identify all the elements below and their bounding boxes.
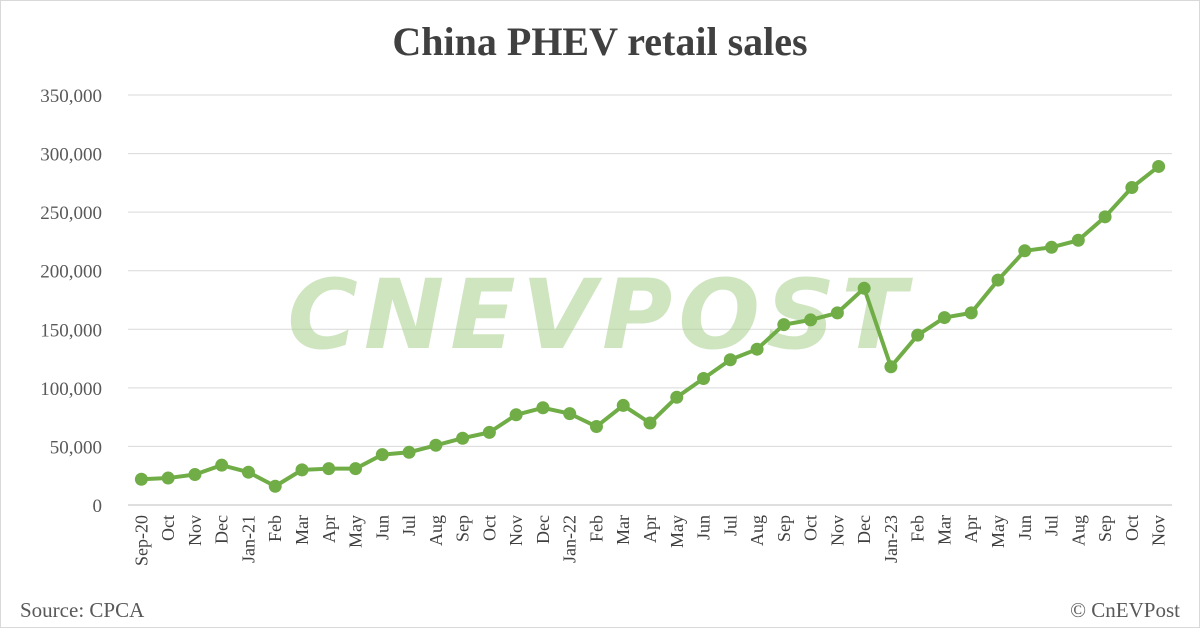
x-tick-label: Sep bbox=[453, 515, 473, 542]
data-point bbox=[616, 398, 630, 412]
x-tick-label: Aug bbox=[1068, 515, 1088, 546]
data-point bbox=[375, 448, 389, 462]
x-tick-label: Sep-20 bbox=[131, 515, 151, 566]
x-tick-label: Sep bbox=[774, 515, 794, 542]
y-tick-label: 200,000 bbox=[40, 262, 102, 283]
y-tick-label: 250,000 bbox=[40, 203, 102, 224]
data-point bbox=[161, 471, 175, 485]
y-tick-label: 50,000 bbox=[50, 437, 102, 458]
data-point bbox=[1045, 240, 1059, 254]
data-point bbox=[241, 465, 255, 479]
x-tick-label: May bbox=[988, 515, 1008, 548]
x-tick-label: Dec bbox=[533, 515, 553, 544]
data-point bbox=[509, 408, 523, 422]
data-point bbox=[1071, 233, 1085, 247]
data-point bbox=[937, 311, 951, 325]
data-point bbox=[830, 306, 844, 320]
data-point bbox=[1152, 159, 1166, 173]
x-tick-label: Apr bbox=[319, 515, 339, 543]
data-point bbox=[295, 463, 309, 477]
x-tick-label: Feb bbox=[586, 515, 606, 542]
y-tick-label: 0 bbox=[93, 496, 103, 517]
x-tick-label: Feb bbox=[265, 515, 285, 542]
y-tick-label: 100,000 bbox=[40, 379, 102, 400]
data-point bbox=[589, 420, 603, 434]
data-point bbox=[964, 306, 978, 320]
x-tick-label: Oct bbox=[1122, 515, 1142, 541]
data-point bbox=[884, 360, 898, 374]
x-tick-label: Jul bbox=[1042, 515, 1062, 536]
y-axis-ticks: 0 50,000 100,000 150,000 200,000 250,000 300,0… bbox=[40, 86, 102, 517]
watermark-logo: CNEVPOST bbox=[287, 259, 913, 371]
data-point bbox=[429, 438, 443, 452]
x-tick-label: Sep bbox=[1095, 515, 1115, 542]
data-point bbox=[750, 342, 764, 356]
x-tick-label: Nov bbox=[827, 515, 847, 546]
data-point bbox=[670, 390, 684, 404]
x-tick-label: Mar bbox=[934, 515, 954, 545]
data-point bbox=[456, 431, 470, 445]
source-note: Source: CPCA bbox=[20, 598, 145, 622]
x-tick-label: Nov bbox=[506, 515, 526, 546]
x-tick-label: Nov bbox=[1149, 515, 1169, 546]
data-point bbox=[268, 479, 282, 493]
x-tick-label: Jun bbox=[694, 515, 714, 540]
gridlines bbox=[128, 94, 1172, 506]
data-point bbox=[991, 273, 1005, 287]
x-tick-label: Oct bbox=[479, 515, 499, 541]
data-point bbox=[536, 401, 550, 415]
data-point bbox=[804, 313, 818, 327]
x-tick-label: May bbox=[346, 515, 366, 548]
x-tick-label: Jan-22 bbox=[560, 515, 580, 563]
data-point bbox=[643, 416, 657, 430]
data-point bbox=[402, 445, 416, 459]
data-point bbox=[777, 318, 791, 332]
x-tick-label: Oct bbox=[801, 515, 821, 541]
x-tick-label: Apr bbox=[961, 515, 981, 543]
x-tick-label: Mar bbox=[292, 515, 312, 545]
data-point bbox=[911, 328, 925, 342]
x-tick-label: Jun bbox=[372, 515, 392, 540]
x-tick-label: Aug bbox=[426, 515, 446, 546]
data-point bbox=[1018, 244, 1032, 258]
data-point bbox=[134, 472, 148, 486]
chart-title: China PHEV retail sales bbox=[392, 19, 807, 64]
data-point bbox=[1098, 210, 1112, 224]
x-tick-label: Jun bbox=[1015, 515, 1035, 540]
x-tick-label: Mar bbox=[613, 515, 633, 545]
x-tick-label: Aug bbox=[747, 515, 767, 546]
x-tick-label: Dec bbox=[854, 515, 874, 544]
copyright-note: © CnEVPost bbox=[1070, 598, 1180, 622]
x-tick-label: Jul bbox=[399, 515, 419, 536]
x-tick-label: Apr bbox=[640, 515, 660, 543]
x-tick-label: Oct bbox=[158, 515, 178, 541]
data-point bbox=[1125, 181, 1139, 195]
data-point bbox=[723, 353, 737, 367]
x-tick-label: Jan-21 bbox=[238, 515, 258, 563]
x-tick-label: Feb bbox=[908, 515, 928, 542]
data-point bbox=[188, 468, 202, 482]
y-tick-label: 300,000 bbox=[40, 145, 102, 166]
y-tick-label: 350,000 bbox=[40, 86, 102, 107]
data-point bbox=[563, 407, 577, 421]
data-point bbox=[697, 371, 711, 385]
data-point bbox=[322, 462, 336, 476]
data-point bbox=[215, 458, 229, 472]
x-tick-label: May bbox=[667, 515, 687, 548]
data-point bbox=[482, 425, 496, 439]
data-point bbox=[349, 462, 363, 476]
x-tick-label: Nov bbox=[185, 515, 205, 546]
x-tick-label: Jul bbox=[720, 515, 740, 536]
x-tick-label: Jan-23 bbox=[881, 515, 901, 563]
series-layer bbox=[134, 159, 1166, 493]
x-axis-ticks: Sep-20 Oct Nov Dec Jan-21 Feb Mar Apr May Jun Jul A… bbox=[131, 515, 1168, 566]
x-tick-label: Dec bbox=[212, 515, 232, 544]
y-tick-label: 150,000 bbox=[40, 320, 102, 341]
data-point bbox=[857, 281, 871, 295]
